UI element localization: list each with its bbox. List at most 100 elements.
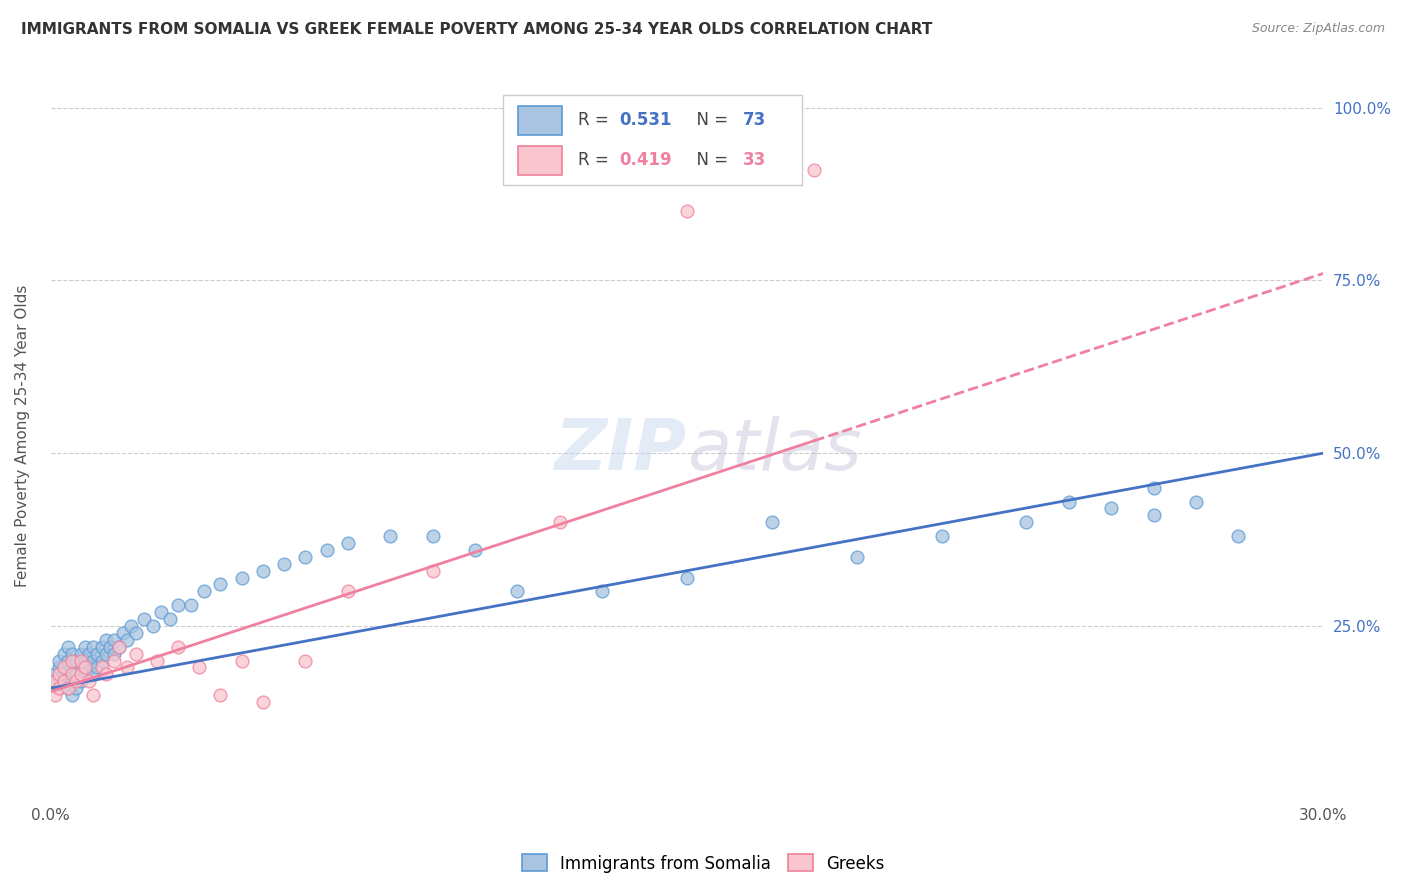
Point: [931, 529, 953, 543]
Point: [82, 667, 104, 681]
Point: [1142, 481, 1164, 495]
Point: [44, 674, 66, 689]
Point: [761, 516, 783, 530]
Point: [464, 543, 486, 558]
Text: R =: R =: [578, 112, 613, 129]
Point: [77, 647, 100, 661]
Point: [159, 612, 181, 626]
Point: [94, 647, 117, 661]
Point: [48, 681, 70, 695]
Point: [60, 667, 83, 681]
Point: [56, 681, 79, 695]
Point: [82, 640, 104, 654]
Point: [252, 564, 274, 578]
Point: [52, 674, 75, 689]
Point: [65, 653, 87, 667]
Point: [60, 647, 83, 661]
Point: [65, 681, 87, 695]
Point: [56, 640, 79, 654]
Point: [73, 653, 96, 667]
Point: [69, 647, 91, 661]
Point: [52, 647, 75, 661]
FancyBboxPatch shape: [502, 95, 801, 186]
Point: [422, 564, 444, 578]
Point: [94, 667, 117, 681]
Point: [845, 549, 868, 564]
Point: [1057, 494, 1080, 508]
Point: [180, 598, 202, 612]
Point: [142, 619, 165, 633]
Point: [188, 660, 211, 674]
Point: [82, 688, 104, 702]
Point: [231, 570, 253, 584]
Text: 0.531: 0.531: [620, 112, 672, 129]
Point: [115, 660, 138, 674]
Point: [73, 660, 96, 674]
Point: [73, 640, 96, 654]
Point: [60, 674, 83, 689]
Point: [90, 660, 112, 674]
Point: [115, 632, 138, 647]
Point: [52, 674, 75, 689]
Point: [209, 688, 232, 702]
Point: [69, 660, 91, 674]
Point: [52, 660, 75, 674]
Point: [52, 667, 75, 681]
Legend: Immigrants from Somalia, Greeks: Immigrants from Somalia, Greeks: [515, 847, 891, 880]
Point: [124, 647, 146, 661]
Point: [60, 660, 83, 674]
Point: [252, 695, 274, 709]
Point: [103, 647, 125, 661]
FancyBboxPatch shape: [517, 145, 562, 175]
Point: [676, 570, 699, 584]
Point: [134, 612, 156, 626]
Point: [1015, 516, 1038, 530]
Point: [506, 584, 529, 599]
Point: [56, 653, 79, 667]
Point: [1227, 529, 1250, 543]
Text: N =: N =: [686, 151, 733, 169]
Point: [124, 625, 146, 640]
Point: [167, 598, 190, 612]
Point: [98, 640, 121, 654]
Point: [167, 640, 190, 654]
Point: [315, 543, 337, 558]
Point: [60, 653, 83, 667]
Point: [69, 667, 91, 681]
Y-axis label: Female Poverty Among 25-34 Year Olds: Female Poverty Among 25-34 Year Olds: [15, 285, 30, 587]
FancyBboxPatch shape: [517, 105, 562, 135]
Point: [90, 653, 112, 667]
Point: [86, 647, 108, 661]
Point: [69, 653, 91, 667]
Point: [48, 667, 70, 681]
Text: 33: 33: [742, 151, 766, 169]
Point: [111, 625, 134, 640]
Point: [1099, 501, 1122, 516]
Point: [422, 529, 444, 543]
Text: N =: N =: [686, 112, 733, 129]
Point: [294, 653, 316, 667]
Point: [60, 688, 83, 702]
Point: [107, 640, 129, 654]
Point: [65, 674, 87, 689]
Point: [56, 681, 79, 695]
Point: [65, 667, 87, 681]
Text: R =: R =: [578, 151, 613, 169]
Point: [150, 605, 173, 619]
Point: [231, 653, 253, 667]
Point: [103, 653, 125, 667]
Point: [77, 660, 100, 674]
Point: [591, 584, 613, 599]
Point: [90, 640, 112, 654]
Point: [548, 516, 571, 530]
Text: IMMIGRANTS FROM SOMALIA VS GREEK FEMALE POVERTY AMONG 25-34 YEAR OLDS CORRELATIO: IMMIGRANTS FROM SOMALIA VS GREEK FEMALE …: [21, 22, 932, 37]
Text: Source: ZipAtlas.com: Source: ZipAtlas.com: [1251, 22, 1385, 36]
Point: [48, 653, 70, 667]
Point: [48, 681, 70, 695]
Point: [676, 204, 699, 219]
Point: [44, 667, 66, 681]
Point: [209, 577, 232, 591]
Point: [336, 536, 359, 550]
Point: [82, 653, 104, 667]
Point: [107, 640, 129, 654]
